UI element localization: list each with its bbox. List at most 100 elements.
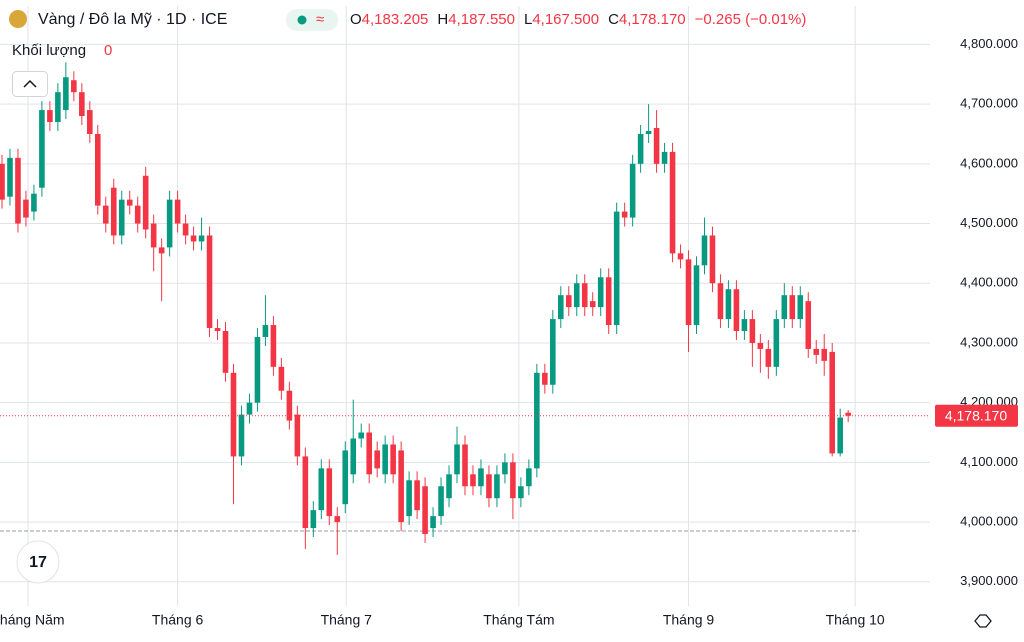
candle-body <box>757 342 764 349</box>
candle-body <box>334 516 341 523</box>
candle-body <box>158 247 165 254</box>
candle-body <box>805 301 812 349</box>
candle-body <box>286 390 293 421</box>
x-tick-label: Tháng 9 <box>663 612 715 628</box>
candle-body <box>565 295 572 308</box>
candle-body <box>502 462 508 475</box>
candle-body <box>677 253 684 260</box>
status-icon: ≈ <box>316 11 324 28</box>
candle-body <box>518 486 524 499</box>
candle-body <box>270 325 277 367</box>
candle-body <box>238 414 245 457</box>
candle-body <box>733 289 740 332</box>
ohlc-label: L <box>524 11 532 28</box>
candle-body <box>94 133 101 206</box>
candle-body <box>494 474 500 499</box>
candle-body <box>246 402 253 415</box>
volume-label: Khối lượng <box>12 42 86 59</box>
candle-body <box>470 474 476 487</box>
candle-body <box>310 510 317 529</box>
candle-body <box>797 295 804 320</box>
candle-body <box>294 414 301 457</box>
candle-body <box>374 450 380 469</box>
candle-body <box>206 235 213 329</box>
candle-body <box>573 283 580 308</box>
candle-body <box>829 351 836 454</box>
candle-body <box>693 265 700 326</box>
ohlc-label: C <box>608 11 619 28</box>
y-tick-label: 4,300.000 <box>960 334 1018 349</box>
candle-body <box>550 319 556 385</box>
y-tick-label: 3,900.000 <box>960 573 1018 588</box>
candle-body <box>39 110 45 188</box>
y-tick-label: 4,700.000 <box>960 96 1018 111</box>
x-tick-label: Tháng Năm <box>0 612 65 628</box>
candle-body <box>47 110 53 123</box>
candle-body <box>55 92 61 123</box>
collapse-icon <box>23 79 37 88</box>
candle-body <box>262 325 269 337</box>
candle-body <box>214 328 221 332</box>
candle-body <box>390 444 396 475</box>
x-tick-label: Tháng 7 <box>321 612 373 628</box>
candle-body <box>534 372 540 469</box>
tv-logo[interactable] <box>16 540 60 584</box>
candle-body <box>789 295 796 320</box>
candle-body <box>701 235 708 266</box>
candle-body <box>366 432 372 475</box>
status-dot <box>297 15 307 25</box>
candle-body <box>79 92 85 117</box>
candle-body <box>637 133 644 164</box>
candle-body <box>478 468 484 487</box>
candle-body <box>486 474 492 499</box>
candle-body <box>23 199 29 218</box>
candle-body <box>142 175 149 230</box>
candle-body <box>629 163 636 218</box>
candle-body <box>589 301 596 308</box>
candle-body <box>302 456 309 529</box>
candle-body <box>422 486 428 535</box>
ohlc-value: 4,167.500 <box>532 11 599 28</box>
candle-body <box>605 277 612 326</box>
candle-body <box>198 235 205 242</box>
candle-body <box>845 412 851 416</box>
status-pill[interactable] <box>286 9 338 31</box>
candle-body <box>31 193 37 212</box>
candle-body <box>438 486 444 517</box>
collapse-button[interactable] <box>12 71 48 97</box>
y-tick-label: 4,800.000 <box>960 36 1018 51</box>
volume-value: 0 <box>104 42 112 59</box>
candle-body <box>749 319 756 343</box>
candle-body <box>278 366 285 391</box>
candle-body <box>558 295 564 320</box>
ohlc-legend: O 4,183.205 H 4,187.550 L 4,167.500 C 4,178.170… <box>350 11 806 28</box>
candle-body <box>685 259 692 326</box>
candle-body <box>358 432 365 439</box>
candle-body <box>150 223 157 248</box>
candle-body <box>174 199 181 224</box>
candle-body <box>661 151 668 164</box>
ohlc-label: H <box>437 11 448 28</box>
candle-body <box>837 417 843 454</box>
settings-icon[interactable] <box>974 614 992 628</box>
candle-body <box>398 450 404 523</box>
candle-body <box>725 289 732 320</box>
candle-body <box>166 199 173 248</box>
y-tick-label: 4,100.000 <box>960 454 1018 469</box>
candle-body <box>621 211 628 218</box>
candle-body <box>669 151 676 254</box>
candle-body <box>454 444 460 475</box>
candle-body <box>182 223 189 236</box>
y-tick-label: 4,600.000 <box>960 155 1018 170</box>
candle-body <box>134 205 141 224</box>
y-tick-label: 4,500.000 <box>960 215 1018 230</box>
plot-area <box>0 6 930 606</box>
last-price-label: 4,178.170 <box>945 407 1007 423</box>
candle-body <box>597 277 604 308</box>
candle-body <box>821 348 828 361</box>
candle-body <box>446 474 452 499</box>
candle-body <box>510 462 516 499</box>
symbol-title[interactable]: Vàng / Đô la Mỹ · 1D · ICE <box>38 11 227 28</box>
candle-body <box>542 372 548 385</box>
last-price-tag <box>935 404 1018 427</box>
